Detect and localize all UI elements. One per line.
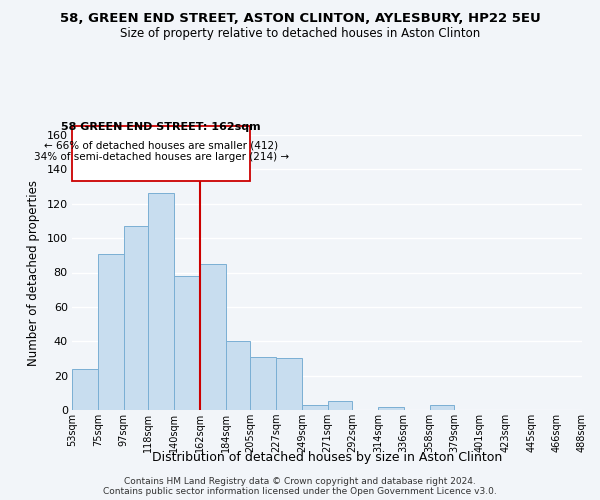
Bar: [148, 194, 174, 410]
Text: Distribution of detached houses by size in Aston Clinton: Distribution of detached houses by size …: [152, 451, 502, 464]
FancyBboxPatch shape: [72, 126, 250, 182]
Bar: [98, 254, 124, 410]
Bar: [328, 402, 352, 410]
Bar: [250, 356, 276, 410]
Bar: [124, 226, 148, 410]
Text: Contains HM Land Registry data © Crown copyright and database right 2024.: Contains HM Land Registry data © Crown c…: [124, 476, 476, 486]
Bar: [72, 369, 98, 410]
Bar: [200, 264, 226, 410]
Bar: [378, 406, 404, 410]
Text: Contains public sector information licensed under the Open Government Licence v3: Contains public sector information licen…: [103, 486, 497, 496]
Bar: [302, 405, 328, 410]
Bar: [226, 341, 250, 410]
Text: ← 66% of detached houses are smaller (412): ← 66% of detached houses are smaller (41…: [44, 140, 278, 150]
Bar: [276, 358, 302, 410]
Text: 58, GREEN END STREET, ASTON CLINTON, AYLESBURY, HP22 5EU: 58, GREEN END STREET, ASTON CLINTON, AYL…: [59, 12, 541, 26]
Text: 58 GREEN END STREET: 162sqm: 58 GREEN END STREET: 162sqm: [61, 122, 261, 132]
Bar: [174, 276, 200, 410]
Text: Size of property relative to detached houses in Aston Clinton: Size of property relative to detached ho…: [120, 28, 480, 40]
Bar: [430, 405, 454, 410]
Y-axis label: Number of detached properties: Number of detached properties: [27, 180, 40, 366]
Text: 34% of semi-detached houses are larger (214) →: 34% of semi-detached houses are larger (…: [34, 152, 289, 162]
